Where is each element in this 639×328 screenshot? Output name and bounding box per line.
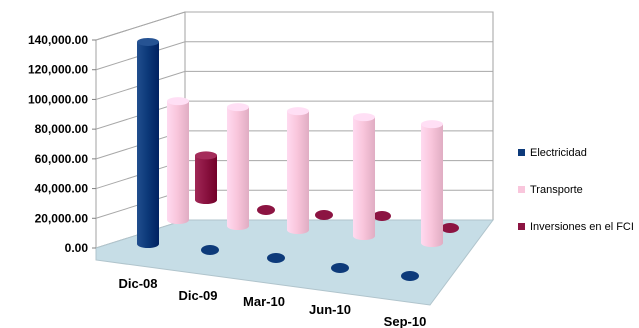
bar-top	[195, 151, 217, 160]
bar-top	[353, 113, 375, 122]
bar-top	[287, 107, 309, 116]
bars	[137, 37, 459, 281]
bar-top	[167, 97, 189, 106]
bar-body	[227, 107, 249, 230]
bar-electricidad-dic-09	[201, 245, 219, 255]
bar-top	[227, 103, 249, 112]
x-tick-label: Dic-09	[178, 288, 217, 303]
bar-inversiones-en-el-fci-dic-09	[257, 205, 275, 215]
bar-top	[137, 37, 159, 46]
legend-item: Electricidad	[518, 147, 587, 159]
chart-floor	[95, 219, 494, 306]
bar-inversiones-en-el-fci-sep-10	[441, 223, 459, 233]
bar-base	[401, 271, 419, 281]
bar-base	[201, 245, 219, 255]
bar-base	[373, 211, 391, 221]
x-tick-label: Mar-10	[243, 294, 285, 309]
bar-body	[137, 41, 159, 248]
bar-inversiones-en-el-fci-jun-10	[373, 211, 391, 221]
bar-transporte-dic-08	[167, 97, 189, 224]
gridline	[95, 11, 493, 41]
y-tick-label: 140,000.00	[28, 33, 88, 47]
bar-electricidad-mar-10	[267, 253, 285, 263]
bar-electricidad-jun-10	[331, 263, 349, 273]
bar-body	[287, 111, 309, 234]
x-tick-label: Dic-08	[118, 276, 157, 291]
bar-transporte-dic-09	[227, 103, 249, 230]
legend-swatch	[518, 186, 525, 193]
y-tick-label: 120,000.00	[28, 63, 88, 77]
bar-transporte-sep-10	[421, 120, 443, 247]
legend-swatch	[518, 149, 525, 156]
x-axis-ticks: Dic-08 Dic-09 Mar-10 Jun-10 Sep-10	[118, 276, 426, 328]
bar-base	[267, 253, 285, 263]
legend: Electricidad Transporte Inversiones en el …	[518, 147, 634, 233]
y-axis-ticks: 140,000.00 120,000.00 100,000.00 80,000.00 6…	[28, 33, 96, 255]
bar-body	[195, 155, 217, 204]
legend-swatch	[518, 223, 525, 230]
y-tick-label: 20,000.00	[35, 211, 89, 225]
bar-base	[315, 210, 333, 220]
bar-transporte-jun-10	[353, 113, 375, 240]
bar-base	[331, 263, 349, 273]
bar-base	[257, 205, 275, 215]
bar-inversiones-en-el-fci-dic-08	[195, 151, 217, 204]
y-tick-label: 40,000.00	[35, 182, 89, 196]
gridline	[95, 41, 493, 71]
legend-item: Inversiones en el FCI	[518, 221, 634, 233]
y-tick-label: 100,000.00	[28, 92, 88, 106]
chart-walls	[95, 11, 494, 249]
y-tick-label: 0.00	[65, 241, 89, 255]
y-tick-label: 80,000.00	[35, 122, 89, 136]
bar-electricidad-sep-10	[401, 271, 419, 281]
bar-base	[441, 223, 459, 233]
x-tick-label: Sep-10	[384, 314, 427, 328]
y-tick-label: 60,000.00	[35, 152, 89, 166]
bar-electricidad-dic-08	[137, 37, 159, 248]
bar-inversiones-en-el-fci-mar-10	[315, 210, 333, 220]
legend-label: Transporte	[530, 184, 583, 196]
bar-body	[421, 124, 443, 247]
legend-label: Inversiones en el FCI	[530, 221, 634, 233]
gridline	[95, 70, 493, 100]
bar-transporte-mar-10	[287, 107, 309, 234]
legend-label: Electricidad	[530, 147, 587, 159]
legend-item: Transporte	[518, 184, 583, 196]
bar-body	[353, 117, 375, 240]
x-tick-label: Jun-10	[309, 302, 351, 317]
bar-top	[421, 120, 443, 129]
bar-body	[167, 101, 189, 224]
